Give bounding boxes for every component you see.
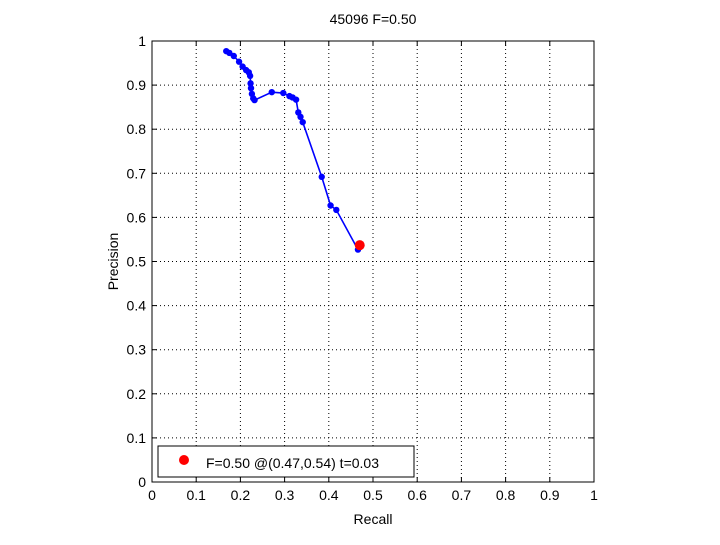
- data-point: [235, 58, 243, 65]
- y-tick-label: 0.9: [127, 77, 147, 93]
- x-tick-label: 1: [590, 487, 598, 503]
- data-point: [333, 206, 340, 214]
- x-tick-label: 0: [148, 487, 156, 503]
- best-point-marker: [354, 240, 365, 251]
- x-tick-label: 0.2: [231, 487, 251, 503]
- data-point: [251, 96, 258, 104]
- data-point: [280, 89, 287, 97]
- data-point: [246, 72, 254, 80]
- data-point: [247, 84, 255, 92]
- y-tick-label: 0.2: [127, 386, 147, 402]
- x-tick-label: 0.1: [186, 487, 206, 503]
- y-tick-label: 0.4: [127, 298, 147, 314]
- y-tick-label: 0.6: [127, 209, 147, 225]
- series-layer: [223, 47, 365, 253]
- x-tick-label: 0.6: [407, 487, 427, 503]
- y-axis-label: Precision: [105, 233, 121, 291]
- axis-ticks: 0 0.1 0.2 0.3 0.4 0.5 0.6 0.7 0.8 0.9 1 0 0.1 0.2 0.3 0…: [127, 33, 599, 503]
- legend-box: [157, 445, 415, 478]
- y-tick-label: 0.7: [127, 165, 147, 181]
- data-point: [299, 118, 306, 126]
- data-point: [297, 113, 304, 121]
- x-tick-label: 0.7: [452, 487, 472, 503]
- x-tick-label: 0.4: [319, 487, 339, 503]
- y-tick-label: 0.5: [127, 254, 147, 270]
- y-tick-label: 0.1: [127, 430, 147, 446]
- legend: F=0.50 @(0.47,0.54) t=0.03: [157, 445, 415, 478]
- legend-text: F=0.50 @(0.47,0.54) t=0.03: [206, 455, 379, 471]
- chart-title: 45096 F=0.50: [330, 11, 417, 27]
- x-tick-label: 0.5: [363, 487, 383, 503]
- legend-marker: [179, 455, 189, 465]
- y-tick-label: 0.3: [127, 342, 147, 358]
- x-axis-label: Recall: [354, 511, 393, 527]
- data-point: [327, 202, 334, 209]
- data-point: [292, 96, 300, 103]
- y-tick-label: 1: [138, 33, 146, 49]
- grid: [152, 41, 594, 482]
- series-line: [225, 50, 359, 250]
- x-tick-label: 0.8: [496, 487, 516, 503]
- x-tick-label: 0.9: [540, 487, 560, 503]
- y-tick-label: 0: [138, 474, 146, 490]
- x-tick-label: 0.3: [275, 487, 295, 503]
- y-tick-label: 0.8: [127, 121, 147, 137]
- data-point: [318, 173, 325, 181]
- data-point: [268, 88, 275, 96]
- data-point: [247, 80, 254, 87]
- data-point: [230, 52, 237, 60]
